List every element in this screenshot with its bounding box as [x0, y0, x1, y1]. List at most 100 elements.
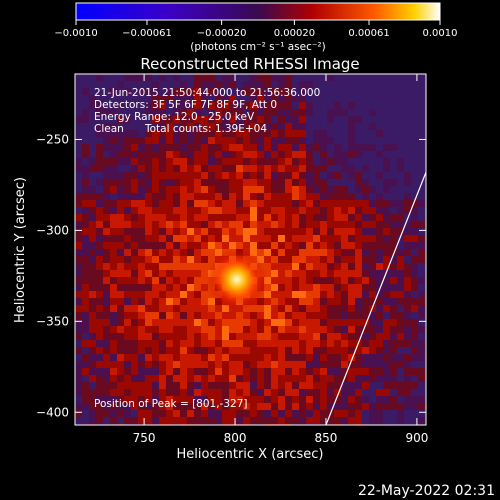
heatmap-cell [320, 193, 327, 200]
heatmap-cell [229, 347, 236, 354]
heatmap-cell [411, 361, 418, 368]
heatmap-cell [278, 123, 285, 130]
heatmap-cell [187, 88, 194, 95]
heatmap-cell [383, 151, 390, 158]
heatmap-cell [75, 165, 82, 172]
heatmap-cell [390, 221, 397, 228]
heatmap-cell [222, 186, 229, 193]
heatmap-cell [75, 214, 82, 221]
heatmap-cell [180, 256, 187, 263]
heatmap-cell [187, 123, 194, 130]
heatmap-cell [201, 382, 208, 389]
heatmap-cell [348, 214, 355, 221]
heatmap-cell [327, 277, 334, 284]
heatmap-cell [187, 312, 194, 319]
heatmap-cell [187, 179, 194, 186]
heatmap-cell [180, 109, 187, 116]
heatmap-cell [159, 305, 166, 312]
heatmap-cell [313, 354, 320, 361]
heatmap-cell [82, 368, 89, 375]
heatmap-cell [341, 193, 348, 200]
heatmap-cell [404, 298, 411, 305]
heatmap-cell [82, 284, 89, 291]
heatmap-cell [173, 109, 180, 116]
heatmap-cell [201, 109, 208, 116]
heatmap-cell [173, 333, 180, 340]
heatmap-cell [299, 109, 306, 116]
heatmap-cell [292, 137, 299, 144]
heatmap-cell [187, 333, 194, 340]
heatmap-cell [348, 305, 355, 312]
heatmap-cell [383, 186, 390, 193]
heatmap-cell [222, 102, 229, 109]
heatmap-cell [82, 347, 89, 354]
heatmap-cell [201, 270, 208, 277]
heatmap-cell [138, 228, 145, 235]
heatmap-cell [320, 74, 327, 81]
heatmap-cell [348, 228, 355, 235]
heatmap-cell [89, 312, 96, 319]
heatmap-cell [355, 354, 362, 361]
heatmap-cell [215, 130, 222, 137]
heatmap-cell [369, 228, 376, 235]
heatmap-cell [334, 144, 341, 151]
heatmap-cell [96, 340, 103, 347]
heatmap-cell [411, 179, 418, 186]
heatmap-cell [194, 221, 201, 228]
heatmap-cell [96, 235, 103, 242]
heatmap-cell [264, 109, 271, 116]
heatmap-cell [327, 81, 334, 88]
heatmap-cell [278, 291, 285, 298]
heatmap-cell [243, 242, 250, 249]
heatmap-cell [362, 305, 369, 312]
heatmap-cell [159, 291, 166, 298]
heatmap-cell [131, 137, 138, 144]
heatmap-cell [411, 305, 418, 312]
heatmap-cell [376, 116, 383, 123]
heatmap-cell [376, 207, 383, 214]
heatmap-cell [257, 172, 264, 179]
heatmap-cell [285, 319, 292, 326]
heatmap-cell [285, 88, 292, 95]
heatmap-cell [201, 200, 208, 207]
heatmap-cell [390, 340, 397, 347]
heatmap-cell [306, 291, 313, 298]
heatmap-cell [313, 368, 320, 375]
peak-position-label: Position of Peak = [801,-327] [94, 398, 248, 410]
heatmap-cell [243, 235, 250, 242]
heatmap-cell [271, 403, 278, 410]
heatmap-cell [418, 214, 425, 221]
heatmap-cell [278, 74, 285, 81]
heatmap-cell [96, 158, 103, 165]
heatmap-cell [376, 221, 383, 228]
heatmap-cell [376, 256, 383, 263]
heatmap-cell [257, 333, 264, 340]
heatmap-cell [215, 375, 222, 382]
heatmap-cell [362, 172, 369, 179]
heatmap-cell [145, 116, 152, 123]
heatmap-cell [110, 81, 117, 88]
heatmap-cell [187, 389, 194, 396]
heatmap-cell [313, 270, 320, 277]
heatmap-cell [215, 74, 222, 81]
heatmap-cell [411, 172, 418, 179]
heatmap-cell [159, 326, 166, 333]
heatmap-cell [397, 403, 404, 410]
heatmap-cell [89, 74, 96, 81]
heatmap-cell [194, 298, 201, 305]
heatmap-cell [89, 242, 96, 249]
heatmap-cell [89, 319, 96, 326]
heatmap-cell [236, 214, 243, 221]
heatmap-cell [208, 95, 215, 102]
heatmap-cell [96, 396, 103, 403]
heatmap-cell [159, 361, 166, 368]
heatmap-cell [376, 95, 383, 102]
heatmap-cell [285, 305, 292, 312]
heatmap-cell [159, 270, 166, 277]
heatmap-cell [397, 109, 404, 116]
heatmap-cell [362, 417, 369, 424]
heatmap-cell [306, 354, 313, 361]
heatmap-cell [173, 74, 180, 81]
heatmap-cell [334, 403, 341, 410]
x-tick-label: 800 [224, 431, 247, 445]
